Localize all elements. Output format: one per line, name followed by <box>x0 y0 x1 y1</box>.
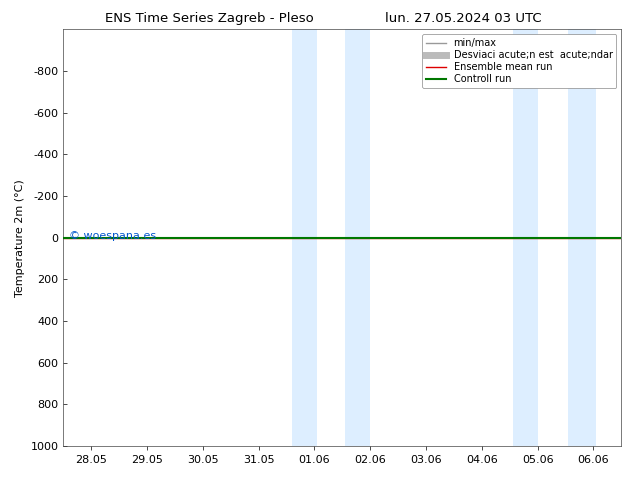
Text: lun. 27.05.2024 03 UTC: lun. 27.05.2024 03 UTC <box>384 12 541 25</box>
Bar <box>345 29 370 446</box>
Y-axis label: Temperature 2m (°C): Temperature 2m (°C) <box>15 179 25 296</box>
Text: © woespana.es: © woespana.es <box>69 231 156 241</box>
Text: ENS Time Series Zagreb - Pleso: ENS Time Series Zagreb - Pleso <box>105 12 314 25</box>
Bar <box>512 29 538 446</box>
Bar <box>292 29 317 446</box>
Bar <box>568 29 596 446</box>
Legend: min/max, Desviaci acute;n est  acute;ndar, Ensemble mean run, Controll run: min/max, Desviaci acute;n est acute;ndar… <box>422 34 616 88</box>
